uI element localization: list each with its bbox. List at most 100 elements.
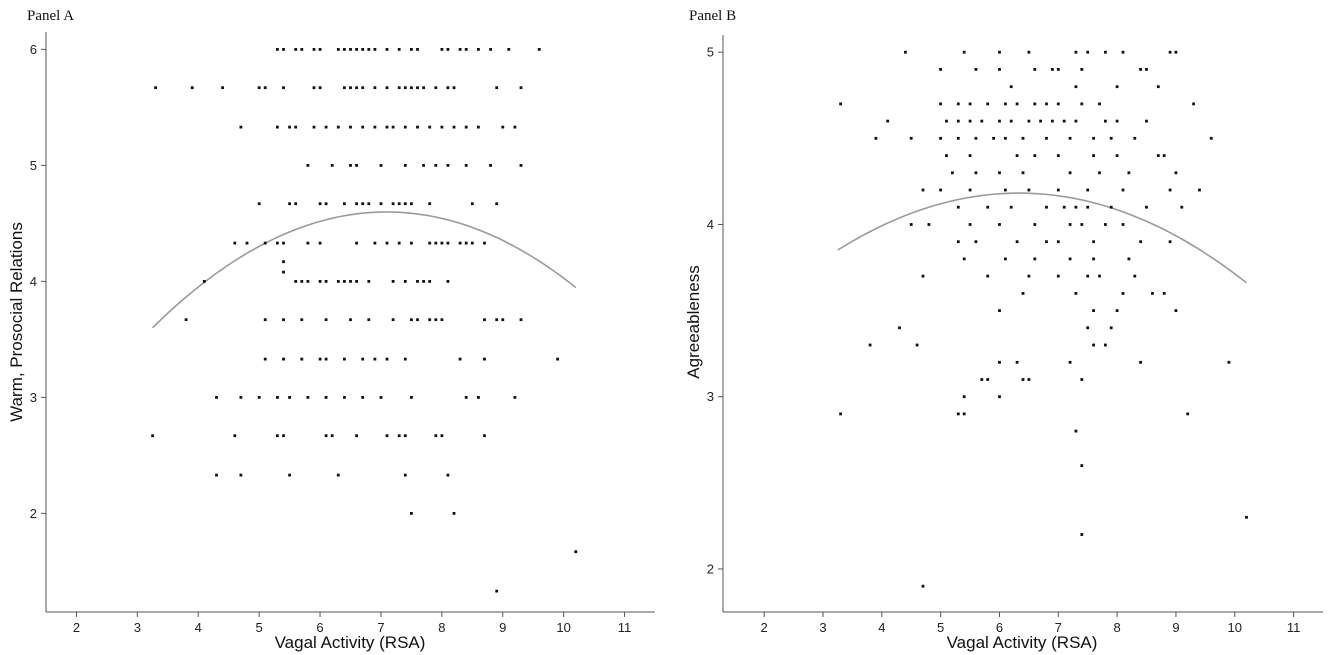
data-point	[288, 473, 291, 477]
data-point	[1086, 326, 1090, 330]
data-point	[1045, 205, 1048, 209]
x-tick-label: 3	[134, 620, 141, 635]
data-point	[464, 241, 468, 245]
data-point	[288, 202, 291, 206]
data-point	[519, 86, 523, 90]
data-point	[355, 164, 358, 167]
data-point	[385, 48, 389, 51]
data-point	[215, 396, 218, 399]
x-tick-label: 10	[556, 620, 570, 635]
x-tick-label: 2	[73, 620, 80, 635]
data-point	[434, 164, 438, 167]
x-tick-label: 6	[996, 620, 1003, 635]
data-point	[391, 318, 395, 322]
data-point	[1033, 68, 1037, 71]
data-point	[233, 241, 237, 245]
data-point	[416, 280, 419, 283]
data-point	[495, 318, 499, 322]
data-point	[904, 50, 907, 54]
data-point	[355, 280, 358, 283]
data-point	[373, 357, 377, 361]
data-point	[367, 48, 371, 51]
data-point	[1162, 292, 1166, 295]
data-point	[336, 48, 340, 51]
data-point	[1156, 85, 1160, 89]
y-tick-label: 4	[707, 217, 714, 232]
data-point	[151, 434, 154, 438]
data-point	[1151, 292, 1154, 295]
x-tick-label: 7	[1055, 620, 1062, 635]
data-point	[300, 318, 304, 322]
data-point	[343, 357, 346, 361]
data-point	[361, 86, 365, 90]
data-point	[379, 396, 383, 399]
data-point	[974, 171, 978, 175]
data-point	[355, 48, 358, 51]
data-point	[1109, 136, 1113, 140]
data-point	[422, 280, 425, 283]
points-b	[839, 50, 1248, 588]
data-point	[1051, 119, 1054, 123]
data-point	[282, 48, 285, 51]
data-point	[513, 396, 517, 399]
data-point	[1015, 102, 1019, 106]
data-point	[1068, 223, 1072, 226]
data-point	[1092, 136, 1095, 140]
data-point	[1004, 136, 1007, 140]
data-point	[458, 357, 462, 361]
data-point	[986, 274, 990, 278]
data-point	[537, 48, 541, 51]
data-point	[1121, 50, 1125, 54]
data-point	[355, 434, 358, 438]
data-point	[312, 125, 316, 129]
data-point	[349, 125, 352, 129]
x-tick-label: 4	[878, 620, 885, 635]
y-tick-label: 5	[707, 45, 714, 60]
y-tick-label: 5	[30, 158, 37, 173]
data-point	[282, 434, 285, 438]
data-point	[318, 280, 322, 283]
data-point	[1056, 102, 1060, 106]
data-point	[477, 125, 480, 129]
x-tick-label: 2	[761, 620, 768, 635]
quadratic-fit-curve-a	[152, 211, 577, 329]
data-point	[1027, 188, 1031, 192]
data-point	[282, 318, 285, 322]
data-point	[440, 125, 444, 129]
data-point	[945, 119, 948, 123]
data-point	[998, 50, 1001, 54]
data-point	[385, 86, 389, 90]
data-point	[403, 357, 407, 361]
data-point	[403, 202, 407, 206]
points-a	[151, 48, 578, 593]
data-point	[1109, 205, 1113, 209]
data-point	[312, 48, 316, 51]
y-tick-label: 6	[30, 42, 37, 57]
data-point	[956, 136, 960, 140]
data-point	[318, 48, 322, 51]
data-point	[324, 357, 328, 361]
data-point	[434, 86, 438, 90]
data-point	[464, 396, 468, 399]
data-point	[974, 240, 978, 244]
data-point	[263, 357, 267, 361]
data-point	[1227, 360, 1231, 364]
data-point	[403, 473, 407, 477]
data-point	[446, 48, 450, 51]
data-point	[276, 241, 279, 245]
data-point	[868, 343, 872, 347]
data-point	[282, 86, 285, 90]
y-ticks-b: 2 3 4 5	[707, 45, 723, 576]
data-point	[154, 86, 157, 90]
data-point	[1056, 274, 1060, 278]
data-point	[921, 188, 925, 192]
data-point	[391, 280, 395, 283]
x-tick-label: 8	[1114, 620, 1121, 635]
data-point	[1080, 533, 1084, 536]
data-point	[416, 86, 419, 90]
data-point	[1086, 274, 1090, 278]
x-tick-label: 4	[195, 620, 202, 635]
data-point	[410, 512, 413, 515]
data-point	[324, 202, 328, 206]
